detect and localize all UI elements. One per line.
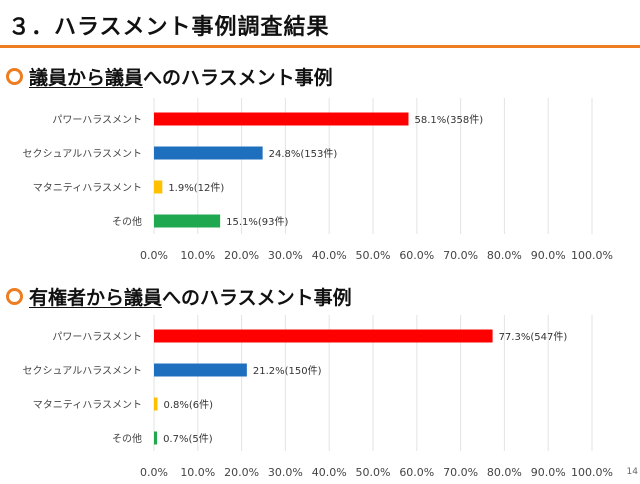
data-label: 24.8%(153件) xyxy=(269,148,338,160)
x-tick-label: 70.0% xyxy=(443,249,478,262)
x-tick-label: 80.0% xyxy=(487,466,522,479)
data-label: 0.7%(5件) xyxy=(163,433,213,445)
x-tick-label: 30.0% xyxy=(268,466,303,479)
bar xyxy=(154,146,263,160)
bar xyxy=(154,329,493,343)
category-label: マタニティハラスメント xyxy=(33,399,142,411)
section-heading-underlined: 有権者から議員 xyxy=(29,287,163,309)
x-tick-label: 90.0% xyxy=(531,466,566,479)
x-tick-label: 20.0% xyxy=(224,249,259,262)
bar xyxy=(154,431,158,445)
data-label: 15.1%(93件) xyxy=(226,216,288,228)
bar xyxy=(154,363,247,377)
bar xyxy=(154,180,163,194)
circle-bullet-icon xyxy=(6,288,23,305)
bar xyxy=(154,112,409,126)
x-tick-label: 0.0% xyxy=(140,466,168,479)
x-tick-label: 60.0% xyxy=(399,466,434,479)
x-tick-label: 60.0% xyxy=(399,249,434,262)
circle-bullet-icon xyxy=(6,68,23,85)
category-label: その他 xyxy=(112,215,142,228)
x-tick-label: 10.0% xyxy=(180,466,215,479)
chart-voter-to-council: 0.0% 10.0% 20.0% 30.0% 40.0% 50.0% 60.0% 70.0% 8… xyxy=(23,315,613,479)
x-tick-label: 90.0% xyxy=(531,249,566,262)
data-label: 21.2%(150件) xyxy=(253,365,322,377)
bar xyxy=(154,214,221,228)
category-label: パワーハラスメント xyxy=(52,114,142,126)
x-tick-label: 100.0% xyxy=(571,466,613,479)
category-label: マタニティハラスメント xyxy=(33,182,142,194)
section-heading-council: 議員から議員 へのハラスメント事例 xyxy=(6,63,333,90)
bar xyxy=(154,397,158,411)
section-heading-underlined: 議員から議員 xyxy=(29,67,144,89)
x-tick-label: 0.0% xyxy=(140,249,168,262)
category-label: パワーハラスメント xyxy=(52,331,142,343)
x-tick-label: 100.0% xyxy=(571,249,613,262)
x-tick-label: 30.0% xyxy=(268,249,303,262)
x-tick-label: 50.0% xyxy=(356,249,391,262)
chart-council-to-council: 0.0% 10.0% 20.0% 30.0% 40.0% 50.0% 60.0% 70.0% 8… xyxy=(23,98,613,262)
x-tick-label: 40.0% xyxy=(312,249,347,262)
x-tick-label: 40.0% xyxy=(312,466,347,479)
x-tick-label: 80.0% xyxy=(487,249,522,262)
data-label: 0.8%(6件) xyxy=(164,399,214,411)
data-label: 77.3%(547件) xyxy=(499,331,568,343)
category-label: セクシュアルハラスメント xyxy=(23,148,143,160)
page-title: ３．ハラスメント事例調査結果 xyxy=(8,15,330,40)
title-divider xyxy=(0,45,640,48)
page-number: 14 xyxy=(626,467,638,477)
section-heading-voter: 有権者から議員 へのハラスメント事例 xyxy=(6,283,352,310)
section-heading-rest: へのハラスメント事例 xyxy=(143,67,333,89)
data-label: 58.1%(358件) xyxy=(414,114,483,126)
x-tick-label: 70.0% xyxy=(443,466,478,479)
x-tick-label: 10.0% xyxy=(180,249,215,262)
x-tick-label: 50.0% xyxy=(356,466,391,479)
category-label: その他 xyxy=(112,432,142,445)
section-heading-rest: へのハラスメント事例 xyxy=(162,287,352,309)
data-label: 1.9%(12件) xyxy=(168,182,224,194)
x-tick-label: 20.0% xyxy=(224,466,259,479)
category-label: セクシュアルハラスメント xyxy=(23,365,143,377)
